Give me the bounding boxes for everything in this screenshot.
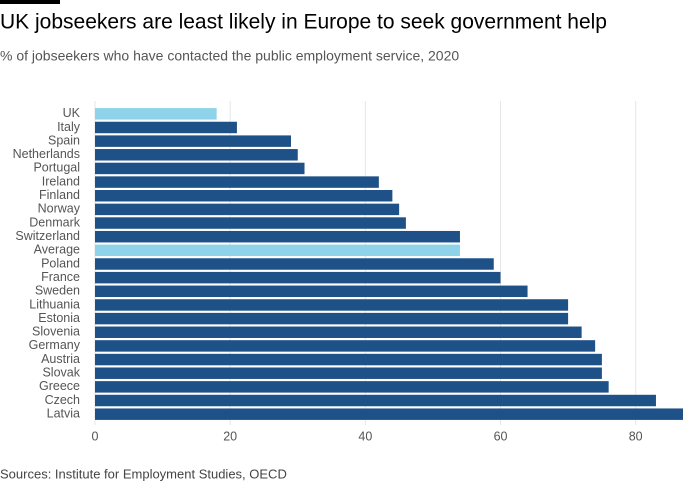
bar bbox=[95, 367, 602, 379]
category-label: Portugal bbox=[33, 161, 80, 175]
category-label: Italy bbox=[57, 120, 81, 134]
category-label: Finland bbox=[39, 188, 80, 202]
bar bbox=[95, 244, 460, 257]
chart-subtitle: % of jobseekers who have contacted the p… bbox=[0, 48, 459, 64]
category-label: Estonia bbox=[38, 311, 80, 325]
bar bbox=[95, 203, 400, 216]
bar bbox=[95, 381, 609, 393]
x-tick-label: 60 bbox=[494, 429, 508, 443]
bar bbox=[95, 176, 379, 188]
category-label: Poland bbox=[41, 256, 80, 270]
category-label: Austria bbox=[41, 352, 80, 366]
category-label: Ireland bbox=[42, 174, 80, 188]
bar bbox=[95, 285, 528, 298]
bar bbox=[95, 135, 291, 147]
bar bbox=[95, 149, 298, 161]
x-tick-label: 20 bbox=[223, 429, 237, 443]
category-label: Average bbox=[34, 243, 80, 257]
bar bbox=[95, 108, 217, 120]
category-label: Slovak bbox=[42, 366, 80, 380]
bar bbox=[95, 271, 501, 284]
chart-title: UK jobseekers are least likely in Europe… bbox=[0, 11, 607, 34]
category-label: Sweden bbox=[35, 284, 80, 298]
bar bbox=[95, 299, 569, 311]
category-label: Czech bbox=[45, 393, 80, 407]
category-label: Denmark bbox=[29, 215, 80, 229]
bar bbox=[95, 190, 393, 202]
category-label: Spain bbox=[48, 133, 80, 147]
category-label: Latvia bbox=[47, 406, 80, 420]
bar bbox=[95, 258, 494, 270]
category-label: France bbox=[41, 270, 80, 284]
bar bbox=[95, 394, 656, 407]
x-tick-label: 40 bbox=[358, 429, 372, 443]
category-label: Greece bbox=[39, 379, 80, 393]
category-label: Germany bbox=[29, 338, 81, 352]
category-label: Lithuania bbox=[29, 297, 80, 311]
brand-bar bbox=[0, 0, 60, 4]
category-label: Switzerland bbox=[15, 229, 80, 243]
x-tick-label: 80 bbox=[629, 429, 643, 443]
bar bbox=[95, 340, 596, 352]
bar bbox=[95, 217, 406, 229]
x-tick-label: 0 bbox=[92, 429, 99, 443]
bar bbox=[95, 408, 683, 420]
bar bbox=[95, 230, 460, 243]
bar bbox=[95, 121, 237, 134]
source-note: Sources: Institute for Employment Studie… bbox=[0, 466, 287, 481]
bar bbox=[95, 326, 582, 338]
category-label: Slovenia bbox=[32, 325, 80, 339]
category-label: Norway bbox=[38, 202, 81, 216]
category-label: UK bbox=[63, 106, 81, 120]
bar bbox=[95, 353, 602, 366]
bar bbox=[95, 162, 305, 175]
category-label: Netherlands bbox=[13, 147, 80, 161]
bar bbox=[95, 312, 569, 325]
